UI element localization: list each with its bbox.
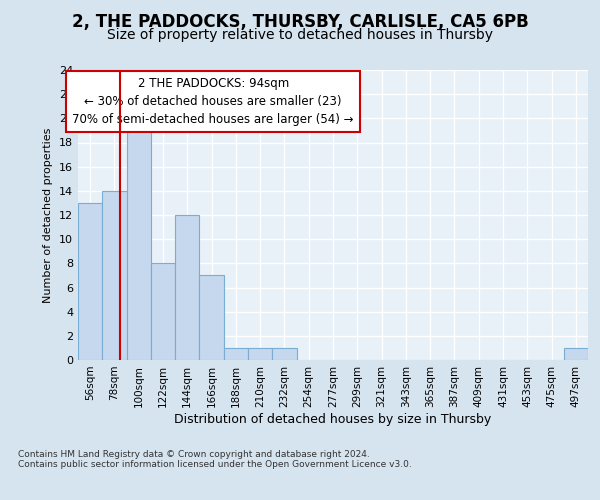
Y-axis label: Number of detached properties: Number of detached properties (43, 128, 53, 302)
Text: Size of property relative to detached houses in Thursby: Size of property relative to detached ho… (107, 28, 493, 42)
Bar (151, 264, 175, 360)
Bar (102, 191, 127, 360)
Text: Contains HM Land Registry data © Crown copyright and database right 2024.
Contai: Contains HM Land Registry data © Crown c… (18, 450, 412, 469)
Bar (224, 348, 248, 360)
Bar (564, 348, 588, 360)
Bar (175, 215, 199, 360)
Text: 2 THE PADDOCKS: 94sqm
← 30% of detached houses are smaller (23)
70% of semi-deta: 2 THE PADDOCKS: 94sqm ← 30% of detached … (73, 77, 354, 126)
Bar (78, 203, 102, 360)
Text: 2, THE PADDOCKS, THURSBY, CARLISLE, CA5 6PB: 2, THE PADDOCKS, THURSBY, CARLISLE, CA5 … (71, 12, 529, 30)
Bar (248, 348, 272, 360)
Bar (272, 348, 296, 360)
Text: Distribution of detached houses by size in Thursby: Distribution of detached houses by size … (175, 412, 491, 426)
Bar (127, 118, 151, 360)
Bar (199, 276, 224, 360)
